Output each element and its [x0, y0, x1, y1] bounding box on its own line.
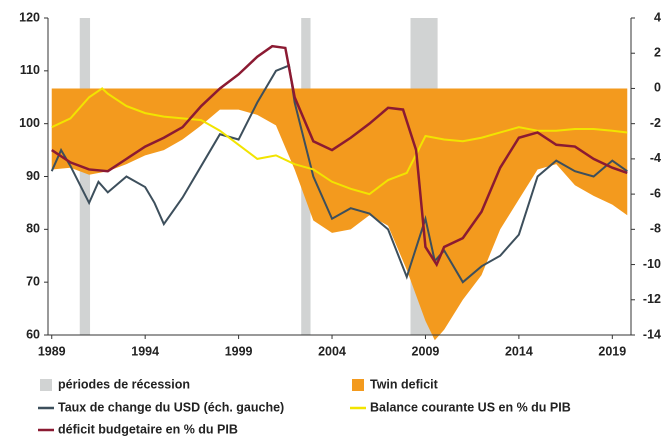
- line: [51, 44, 628, 268]
- x-tick-label: 2014: [505, 344, 533, 358]
- x-tick-label: 1999: [225, 344, 253, 358]
- y2-tick-label: 4: [654, 10, 661, 24]
- legend-label: Balance courante US en % du PIB: [370, 400, 571, 414]
- y2-tick-label: -4: [650, 151, 661, 165]
- x-tick-label: 1989: [38, 344, 66, 358]
- y-tick-label: 70: [26, 274, 40, 288]
- y2-tick-label: -10: [643, 257, 661, 271]
- y2-tick-label: -6: [650, 186, 661, 200]
- y-tick-label: 110: [20, 63, 40, 77]
- legend-label: Taux de change du USD (éch. gauche): [58, 400, 284, 414]
- y2-tick-label: -14: [643, 327, 661, 341]
- y2-tick-label: 0: [654, 81, 661, 95]
- legend-swatch: [352, 379, 364, 391]
- x-tick-label: 2019: [598, 344, 626, 358]
- x-tick-label: 1994: [131, 344, 159, 358]
- recession-band: [79, 18, 91, 335]
- legend-swatch: [40, 379, 52, 391]
- y2-tick-label: 2: [654, 46, 661, 60]
- y2-tick-label: -2: [650, 116, 661, 130]
- y2-tick-label: -8: [650, 222, 661, 236]
- y-tick-label: 60: [26, 327, 40, 341]
- y-tick-label: 80: [26, 222, 40, 236]
- legend-label: périodes de récession: [58, 377, 190, 391]
- line: [51, 87, 628, 196]
- y-tick-label: 90: [26, 169, 40, 183]
- line: [50, 64, 628, 284]
- x-tick-label: 2004: [318, 344, 346, 358]
- y2-tick-label: -12: [643, 292, 661, 306]
- x-tick-label: 2009: [412, 344, 440, 358]
- y-tick-label: 100: [19, 116, 40, 130]
- legend-label: déficit budgetaire en % du PIB: [58, 422, 238, 436]
- y-tick-label: 120: [19, 10, 40, 24]
- legend-label: Twin deficit: [370, 377, 439, 391]
